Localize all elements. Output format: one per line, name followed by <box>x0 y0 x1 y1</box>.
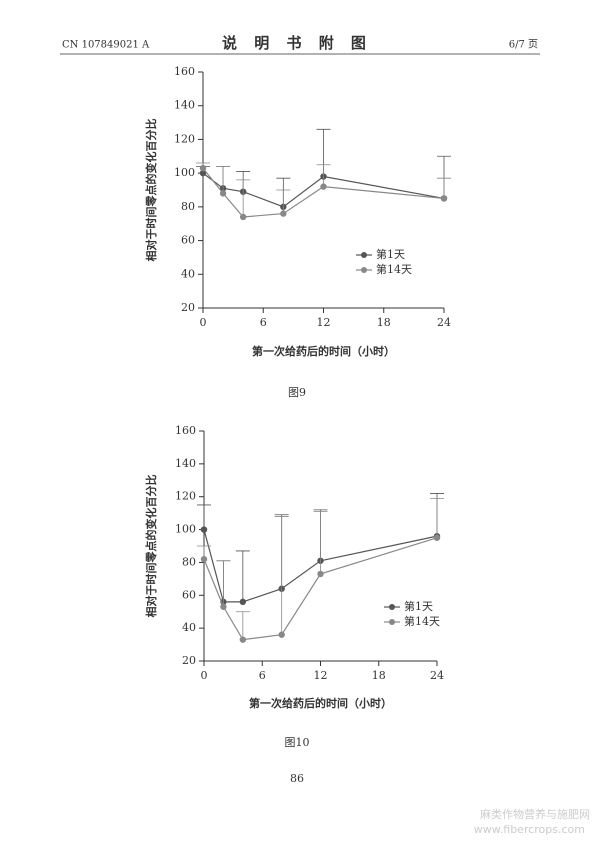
y-tick-label: 160 <box>174 65 195 78</box>
x-tick-label: 18 <box>377 316 391 329</box>
y-axis-label: 相对于时间零点的变化百分比 <box>144 119 158 262</box>
caption: 图9 <box>288 386 306 399</box>
page-number: 86 <box>290 772 304 785</box>
caption: 图10 <box>285 736 310 749</box>
watermark: 麻类作物营养与施肥网 <box>480 807 590 821</box>
y-tick-label: 40 <box>182 621 196 634</box>
data-point <box>200 555 208 563</box>
data-point <box>239 636 247 643</box>
y-tick-label: 20 <box>181 301 195 314</box>
x-tick-label: 24 <box>437 316 451 329</box>
error-bar <box>235 611 250 640</box>
y-tick-label: 20 <box>182 654 196 667</box>
x-tick-label: 24 <box>430 669 444 682</box>
error-bar <box>313 511 328 574</box>
y-axis-label: 相对于时间零点的变化百分比 <box>144 475 158 618</box>
data-point <box>239 213 247 221</box>
y-tick-label: 40 <box>181 267 195 280</box>
legend-label: 第1天 <box>376 247 405 261</box>
header-right: 6/7 页 <box>509 39 538 51</box>
data-point <box>320 183 327 190</box>
data-point <box>278 631 285 638</box>
y-tick-label: 60 <box>182 588 196 601</box>
error-bar <box>274 516 289 635</box>
series-line <box>203 529 438 603</box>
legend-marker <box>361 267 367 273</box>
error-bar <box>235 550 250 602</box>
data-point <box>199 169 207 177</box>
error-bar <box>236 179 251 217</box>
x-tick-label: 6 <box>260 316 267 329</box>
error-bar <box>216 166 231 194</box>
data-point <box>280 210 287 217</box>
data-point <box>239 598 247 606</box>
legend-marker <box>389 604 395 610</box>
error-bar <box>437 177 451 199</box>
series-line <box>202 167 445 218</box>
y-tick-label: 140 <box>174 99 195 112</box>
data-point <box>433 534 441 541</box>
data-point <box>317 570 324 578</box>
header-left: CN 107849021 A <box>62 40 150 51</box>
legend-marker <box>389 619 395 625</box>
x-tick-label: 18 <box>372 669 386 682</box>
error-bar <box>316 164 331 187</box>
x-axis-label: 第一次给药后的时间（小时） <box>249 696 392 710</box>
x-tick-label: 12 <box>314 669 328 682</box>
y-tick-label: 100 <box>175 523 196 536</box>
data-point <box>440 195 448 202</box>
error-bar <box>430 497 444 538</box>
error-bar <box>276 189 291 214</box>
legend-marker <box>361 252 367 258</box>
legend-label: 第1天 <box>404 599 433 613</box>
legend-label: 第14天 <box>404 614 440 628</box>
series-line <box>202 172 445 208</box>
error-bar <box>197 504 211 530</box>
data-point <box>200 526 208 533</box>
data-point <box>220 603 227 610</box>
header-title: 说 明 书 附 图 <box>222 34 372 52</box>
x-axis-label: 第一次给药后的时间（小时） <box>252 344 395 358</box>
y-tick-label: 80 <box>181 200 195 213</box>
y-tick-label: 120 <box>175 490 196 503</box>
y-tick-label: 140 <box>175 457 196 470</box>
data-point <box>199 164 207 172</box>
error-bar <box>216 560 231 607</box>
x-tick-label: 12 <box>317 316 331 329</box>
y-tick-label: 60 <box>181 234 195 247</box>
y-tick-label: 80 <box>182 555 196 568</box>
y-tick-label: 120 <box>174 132 195 145</box>
watermark: www.fibercrops.com <box>474 823 585 836</box>
data-point <box>219 190 227 197</box>
y-tick-label: 160 <box>175 424 196 437</box>
legend-label: 第14天 <box>376 262 412 276</box>
series-line <box>203 537 438 641</box>
x-tick-label: 0 <box>201 669 208 682</box>
x-tick-label: 0 <box>200 316 207 329</box>
x-tick-label: 6 <box>259 669 266 682</box>
y-tick-label: 100 <box>174 166 195 179</box>
